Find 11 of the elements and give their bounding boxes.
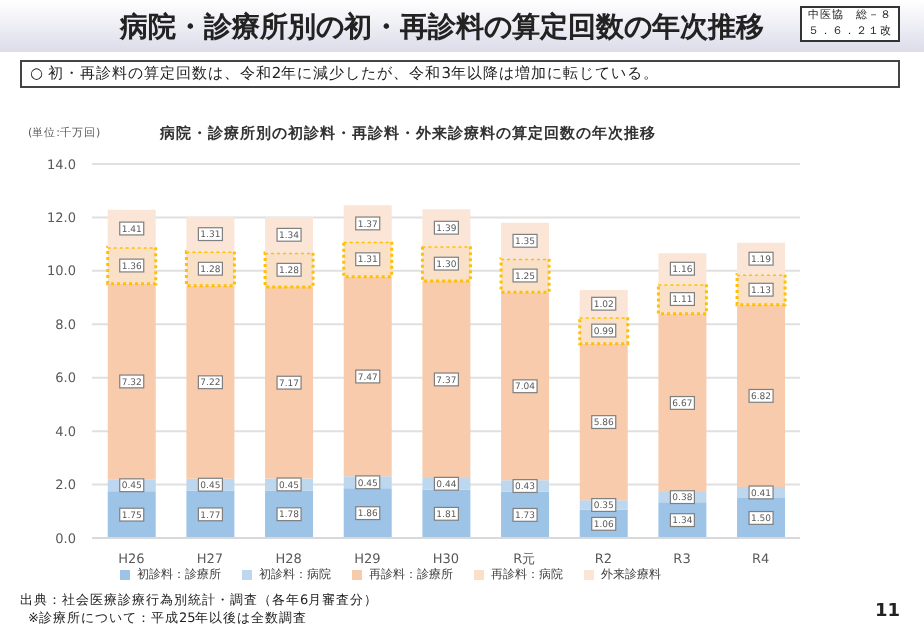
bar [501, 292, 550, 481]
chart-title: 病院・診療所別の初・再診料の算定回数の年次推移 [120, 10, 764, 46]
bar [737, 304, 786, 487]
bar [186, 285, 235, 479]
bar [579, 343, 628, 501]
bar [265, 286, 314, 479]
bar [658, 313, 707, 493]
bar [107, 283, 156, 480]
bar [422, 281, 471, 478]
text: 11 [874, 602, 900, 622]
bar [343, 276, 392, 477]
